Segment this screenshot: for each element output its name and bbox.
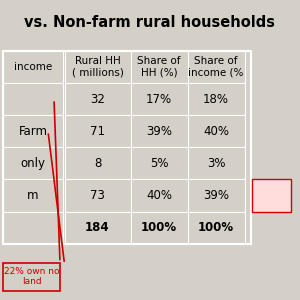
Bar (64, 212, 130, 244)
Bar (130, 147, 188, 179)
Bar (252, 179, 291, 212)
Bar (188, 147, 244, 179)
Text: 100%: 100% (141, 221, 177, 234)
Bar (3, 212, 63, 244)
Bar (64, 83, 130, 115)
Bar (3, 51, 250, 244)
Text: 39%: 39% (146, 125, 172, 138)
Bar (3, 83, 63, 115)
Text: only: only (20, 157, 46, 170)
Text: 39%: 39% (203, 189, 229, 202)
Text: Rural HH
( millions): Rural HH ( millions) (72, 56, 123, 78)
Bar (130, 83, 188, 115)
Bar (188, 51, 244, 83)
Text: 40%: 40% (146, 189, 172, 202)
Bar (64, 115, 130, 147)
Text: 8: 8 (94, 157, 101, 170)
Text: Share of
HH (%): Share of HH (%) (137, 56, 181, 78)
Text: vs. Non-farm rural households: vs. Non-farm rural households (25, 15, 275, 30)
Bar (188, 83, 244, 115)
Bar (130, 179, 188, 212)
Bar (3, 179, 63, 212)
Text: 3%: 3% (207, 157, 225, 170)
Text: 22% own no
land: 22% own no land (4, 267, 59, 286)
Bar (3, 115, 63, 147)
Bar (3, 51, 63, 83)
Bar (64, 147, 130, 179)
Text: 71: 71 (90, 125, 105, 138)
Text: Share of
income (%: Share of income (% (188, 56, 244, 78)
Bar (130, 212, 188, 244)
Bar (3, 262, 60, 291)
Text: 17%: 17% (146, 93, 172, 106)
Bar (64, 179, 130, 212)
Text: 18%: 18% (203, 93, 229, 106)
Text: 32: 32 (90, 93, 105, 106)
Text: m: m (27, 189, 39, 202)
Text: 184: 184 (85, 221, 110, 234)
Text: 100%: 100% (198, 221, 234, 234)
Bar (188, 212, 244, 244)
Bar (188, 115, 244, 147)
Bar (130, 115, 188, 147)
Text: 73: 73 (90, 189, 105, 202)
Bar (3, 147, 63, 179)
Bar (64, 51, 130, 83)
Bar (130, 51, 188, 83)
Text: income: income (14, 62, 52, 72)
Bar (188, 179, 244, 212)
Text: 5%: 5% (150, 157, 168, 170)
Text: 40%: 40% (203, 125, 229, 138)
Text: Farm: Farm (19, 125, 47, 138)
